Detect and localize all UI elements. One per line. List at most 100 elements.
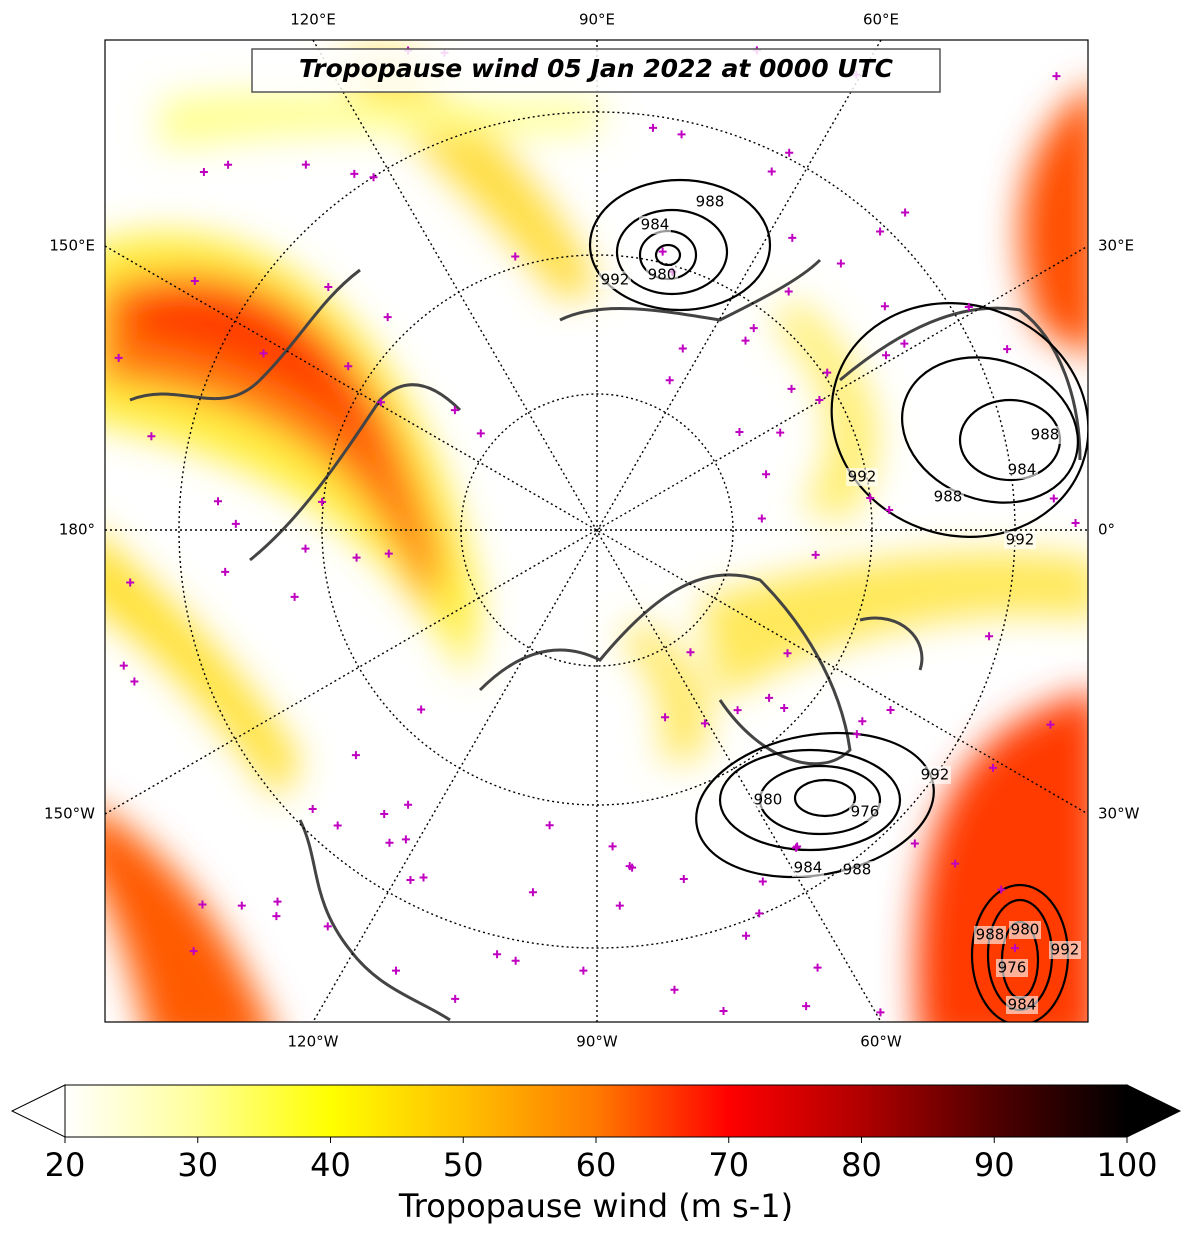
colorbar-tick-label: 60: [576, 1146, 617, 1184]
contour-label: 976: [998, 959, 1027, 977]
station-marker: [189, 947, 198, 956]
station-marker: [876, 1008, 885, 1017]
station-marker: [119, 661, 128, 670]
contour-label: 984: [1008, 996, 1037, 1014]
station-marker: [665, 376, 674, 385]
station-marker: [742, 931, 751, 940]
station-marker: [1049, 494, 1058, 503]
longitude-label: 180°: [59, 521, 95, 539]
station-marker: [901, 208, 910, 217]
colorbar: [64, 1084, 1128, 1138]
station-marker: [380, 809, 389, 818]
station-marker: [755, 909, 764, 918]
station-marker: [1046, 720, 1055, 729]
contour-label: 976: [851, 803, 880, 821]
station-marker: [147, 432, 156, 441]
station-marker: [1071, 519, 1080, 528]
station-marker: [259, 349, 268, 358]
contour-label-bg: [1004, 531, 1036, 549]
contour-label-bg: [752, 791, 784, 809]
station-marker: [658, 247, 667, 256]
contour-label-bg: [646, 266, 678, 284]
station-marker: [1003, 345, 1012, 354]
contour-label: 988: [934, 488, 963, 506]
station-marker: [1052, 72, 1061, 81]
station-marker: [126, 578, 135, 587]
station-marker: [989, 763, 998, 772]
station-marker: [383, 313, 392, 322]
longitude-label: 30°W: [1098, 805, 1140, 823]
station-marker: [545, 821, 554, 830]
map-frame: [104, 39, 1089, 1023]
coastlines: [129, 258, 1082, 1022]
station-marker: [419, 873, 428, 882]
station-marker: [985, 632, 994, 641]
station-marker: [114, 353, 123, 362]
station-marker: [765, 693, 774, 702]
contour-label: 980: [1011, 921, 1040, 939]
station-marker: [301, 544, 310, 553]
station-marker: [352, 553, 361, 562]
contour-label: 992: [921, 766, 950, 784]
title-box: [251, 48, 941, 93]
station-marker: [385, 838, 394, 847]
longitude-label: 0°: [1098, 521, 1115, 539]
station-marker: [376, 398, 385, 407]
station-marker: [677, 130, 686, 139]
station-marker: [318, 497, 327, 506]
station-marker: [686, 648, 695, 657]
station-marker: [344, 362, 353, 371]
station-marker: [788, 233, 797, 242]
colorbar-tick-label: 40: [310, 1146, 351, 1184]
contour-label: 988: [1031, 426, 1060, 444]
station-marker: [815, 396, 824, 405]
longitude-label: 120°W: [288, 1033, 339, 1051]
station-marker: [450, 406, 459, 415]
station-marker: [273, 897, 282, 906]
station-marker: [885, 505, 894, 514]
contour-label: 988: [976, 926, 1005, 944]
station-marker: [351, 751, 360, 760]
station-marker: [679, 875, 688, 884]
station-marker: [823, 368, 832, 377]
station-marker: [369, 173, 378, 182]
station-marker: [785, 148, 794, 157]
station-marker: [762, 470, 771, 479]
longitude-label: 120°E: [290, 11, 336, 29]
contour-label: 984: [794, 859, 823, 877]
longitude-label: 90°W: [576, 1033, 618, 1051]
contour-label-bg: [1009, 921, 1041, 939]
contour-label: 992: [1051, 941, 1080, 959]
station-marker: [648, 123, 657, 132]
station-marker: [886, 706, 895, 715]
contour-label: 984: [1008, 461, 1037, 479]
station-marker: [198, 900, 207, 909]
station-marker: [758, 877, 767, 886]
station-marker: [783, 649, 792, 658]
contour-label: 984: [641, 216, 670, 234]
station-marker: [511, 252, 520, 261]
colorbar-label: Tropopause wind (m s-1): [398, 1187, 793, 1225]
station-marker: [670, 985, 679, 994]
station-marker: [451, 994, 460, 1003]
contour-label-bg: [639, 216, 671, 234]
contour-label-bg: [841, 861, 873, 879]
station-marker: [735, 428, 744, 437]
station-marker: [350, 169, 359, 178]
station-marker: [767, 167, 776, 176]
station-marker: [776, 428, 785, 437]
station-marker: [401, 835, 410, 844]
station-marker: [199, 167, 208, 176]
contour-label-bg: [694, 193, 726, 211]
contour-label-bg: [849, 803, 881, 821]
station-marker: [866, 494, 875, 503]
colorbar-extend-low: [10, 1084, 66, 1138]
station-marker: [391, 966, 400, 975]
station-marker: [964, 302, 973, 311]
station-marker: [858, 717, 867, 726]
contour-label-bg: [1006, 461, 1038, 479]
station-marker: [628, 863, 637, 872]
longitude-label: 60°W: [860, 1033, 902, 1051]
station-marker: [224, 160, 233, 169]
station-marker: [324, 283, 333, 292]
